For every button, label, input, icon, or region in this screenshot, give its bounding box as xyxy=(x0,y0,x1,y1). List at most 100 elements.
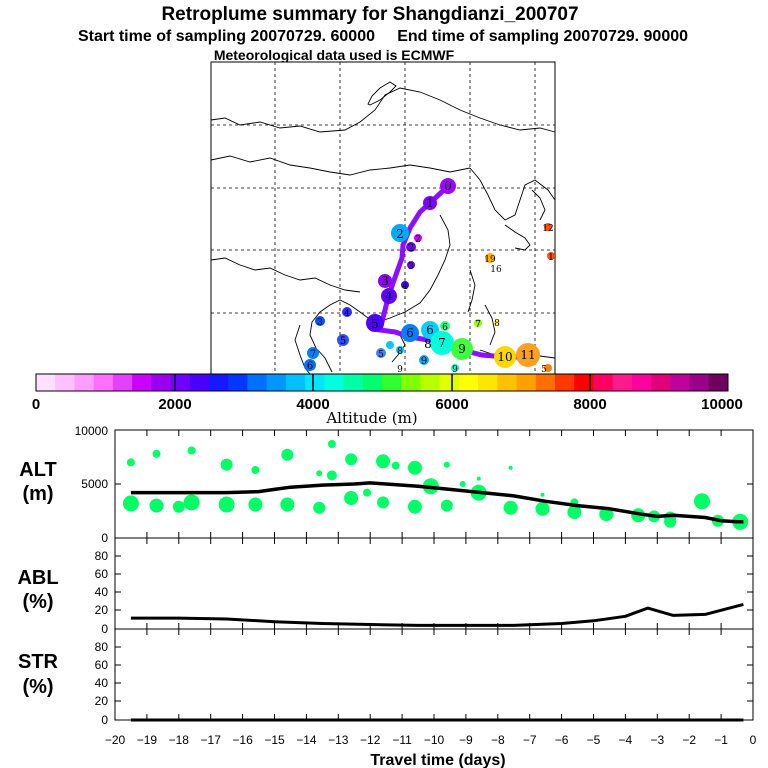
map-label: 5 xyxy=(371,317,379,331)
str-ytick: 80 xyxy=(95,640,109,654)
alt-scatter-point xyxy=(407,499,422,514)
alt-scatter-point xyxy=(152,449,161,458)
x-tick-label: −2 xyxy=(682,733,696,747)
met-data-note: Meteorological data used is ECMWF xyxy=(214,47,455,63)
alt-scatter-point xyxy=(172,500,185,513)
trajectory-marker xyxy=(414,234,422,242)
trajectory-marker xyxy=(451,364,459,372)
abl-panel-unit: (%) xyxy=(22,591,53,613)
alt-scatter-point xyxy=(316,470,323,477)
trajectory-marker xyxy=(485,253,495,263)
map-label: 5 xyxy=(378,350,384,360)
colorbar-cell xyxy=(516,374,537,391)
alt-scatter-point xyxy=(281,448,294,461)
alt-scatter-point xyxy=(664,515,677,528)
map-label: 4 xyxy=(385,289,393,303)
map-label: 7 xyxy=(475,320,481,330)
alt-scatter-point xyxy=(345,453,358,466)
alt-ytick: 5000 xyxy=(81,477,108,491)
map-label: 7 xyxy=(310,349,316,360)
colorbar-cell xyxy=(612,374,633,391)
colorbar-tick: 0 xyxy=(32,396,40,413)
timeseries-panels: ALT (m) 10000 5000 0 ABL (%) 80 60 40 20… xyxy=(17,424,756,768)
trajectory-marker xyxy=(378,274,392,288)
alt-scatter-point xyxy=(251,466,260,474)
alt-scatter-point xyxy=(149,498,164,513)
trajectory-marker xyxy=(516,343,540,367)
alt-scatter-point xyxy=(535,501,550,516)
coastlines xyxy=(210,81,556,375)
alt-scatter-point xyxy=(344,491,359,505)
x-tick-label: −17 xyxy=(201,733,222,747)
colorbar-cell xyxy=(555,374,575,391)
colorbar-cell xyxy=(382,374,402,391)
alt-scatter-point xyxy=(376,454,390,469)
alt-scatter-point xyxy=(126,458,135,467)
map-label: 3 xyxy=(317,318,323,328)
trajectory-marker xyxy=(304,359,316,371)
alt-scatter-point xyxy=(363,488,371,497)
str-ytick: 40 xyxy=(95,676,109,690)
colorbar-cell xyxy=(170,374,191,391)
alt-scatter-point xyxy=(476,476,481,481)
x-axis-label: Travel time (days) xyxy=(370,752,505,768)
abl-ytick: 0 xyxy=(101,622,108,636)
trajectory-marker xyxy=(440,178,456,194)
str-panel-unit: (%) xyxy=(22,676,53,698)
alt-scatter-point xyxy=(599,507,614,522)
colorbar-cell xyxy=(36,374,56,391)
colorbar-cell xyxy=(55,374,75,391)
trajectory-marker xyxy=(406,242,416,252)
trajectory-marker xyxy=(419,355,429,365)
map-label: 6 xyxy=(426,323,434,337)
map-label: 9 xyxy=(421,356,427,367)
map-label: 19 xyxy=(484,255,496,265)
map-label: 2 xyxy=(396,227,404,241)
x-tick-label: −8 xyxy=(491,733,505,747)
trajectory-marker xyxy=(337,334,349,346)
map-label: 3 xyxy=(408,262,414,272)
trajectory-marker xyxy=(315,316,325,326)
map-label: 9 xyxy=(397,365,403,375)
alt-scatter-point xyxy=(327,440,336,448)
x-tick-label: −7 xyxy=(523,733,537,747)
map-label: 9 xyxy=(452,365,458,375)
map-label: 1 xyxy=(548,253,554,263)
alt-panel-unit: (m) xyxy=(22,483,53,505)
sampling-times: Start time of sampling 20070729. 60000 E… xyxy=(78,28,688,45)
alt-scatter-point xyxy=(326,470,337,481)
alt-scatter-point xyxy=(443,461,450,468)
x-tick-label: −16 xyxy=(232,733,253,747)
x-tick-label: −11 xyxy=(392,733,412,747)
trajectory-marker xyxy=(544,364,552,372)
x-tick-label: −3 xyxy=(650,733,664,747)
figure-title: Retroplume summary for Shangdianzi_20070… xyxy=(161,4,578,25)
alt-scatter-point xyxy=(540,492,545,497)
str-ytick: 20 xyxy=(95,694,109,708)
map-label: 6 xyxy=(406,326,414,340)
alt-scatter-point xyxy=(122,495,139,512)
x-tick-label: −4 xyxy=(619,733,633,747)
trajectory-marker xyxy=(407,261,415,269)
abl-panel-label: ABL xyxy=(17,567,58,589)
abl-series-line xyxy=(130,602,744,627)
map-label: 11 xyxy=(520,348,535,362)
colorbar-cell xyxy=(401,374,421,391)
alt-scatter-point xyxy=(220,458,233,471)
map-label: 6 xyxy=(307,361,313,372)
colorbar-tick: 2000 xyxy=(158,396,191,413)
trajectory-marker xyxy=(391,224,409,242)
abl-ytick: 60 xyxy=(95,567,109,581)
trajectory-marker xyxy=(381,288,397,304)
map-label: 8 xyxy=(424,337,432,351)
map-label: 1 xyxy=(426,196,434,210)
trajectory-marker xyxy=(474,319,482,327)
x-tick-label: −5 xyxy=(587,733,601,747)
trajectory-marker xyxy=(307,347,319,359)
str-ytick: 60 xyxy=(95,658,109,672)
map-label: 5 xyxy=(541,365,547,375)
map-label: 16 xyxy=(490,265,502,275)
x-tick-label: 0 xyxy=(750,733,757,747)
alt-scatter-point xyxy=(218,496,235,513)
